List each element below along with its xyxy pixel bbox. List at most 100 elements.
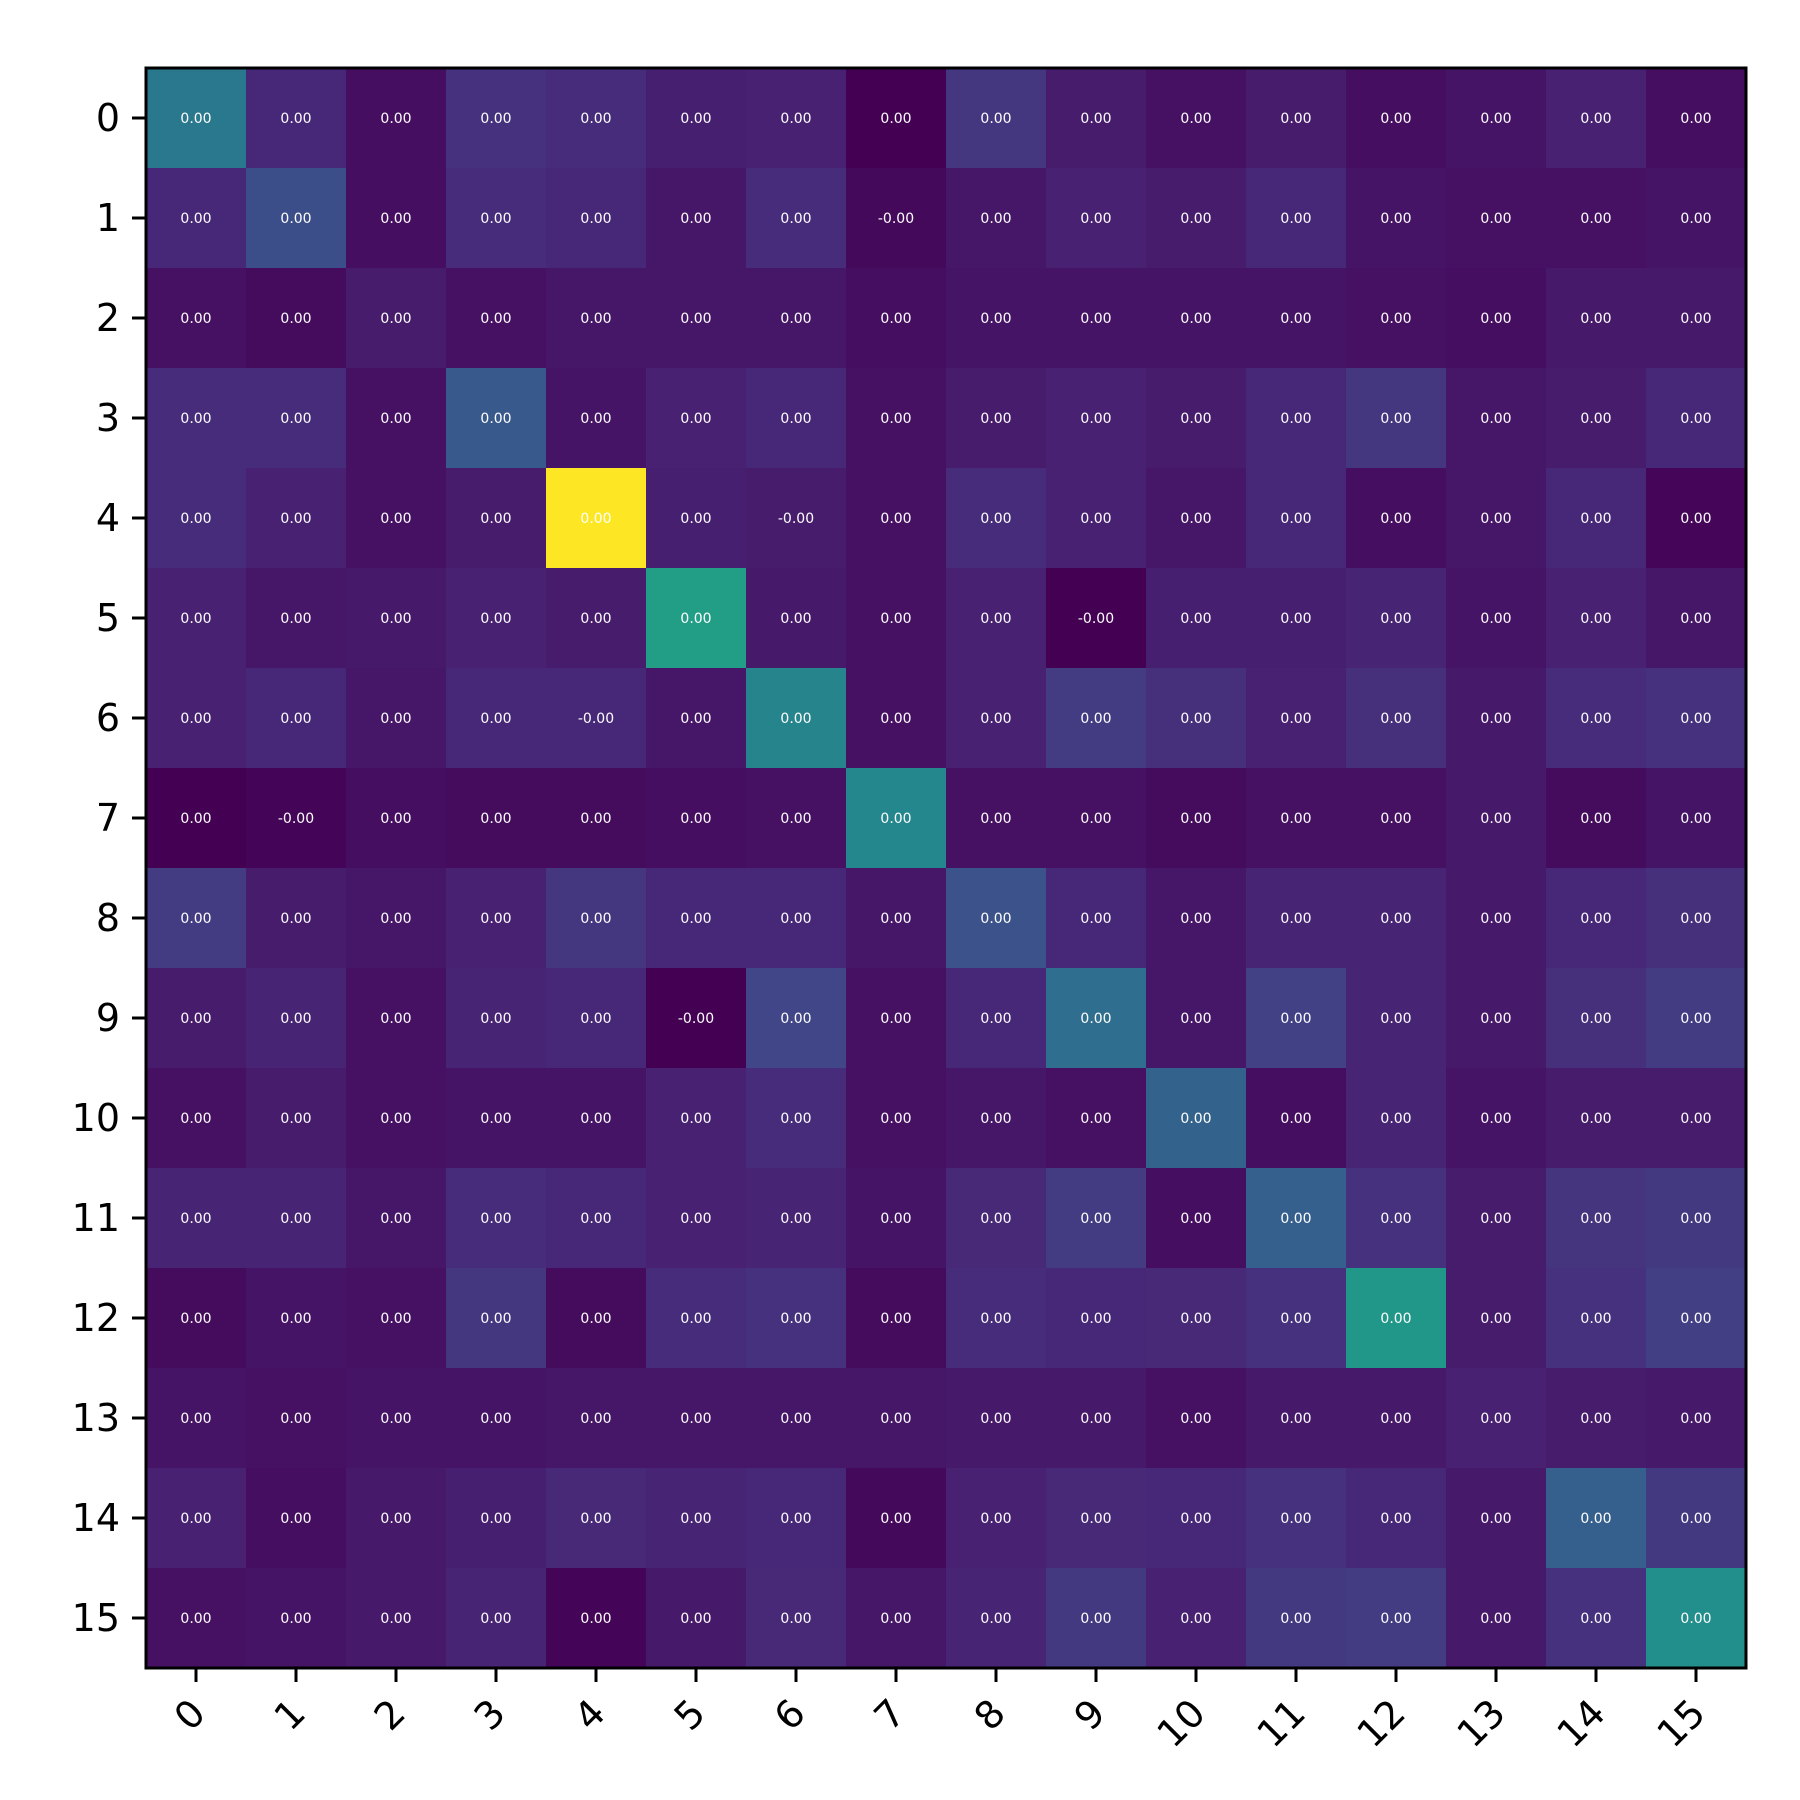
cell-value-label: 0.00 bbox=[580, 611, 611, 627]
heatmap-cell bbox=[546, 1468, 647, 1569]
cell-value-label: 0.00 bbox=[880, 1111, 911, 1127]
heatmap-cell bbox=[246, 668, 347, 769]
heatmap-cell bbox=[1146, 1568, 1247, 1669]
cell-value-label: 0.00 bbox=[580, 1111, 611, 1127]
cell-value-label: 0.00 bbox=[980, 1011, 1011, 1027]
cell-value-label: 0.00 bbox=[1480, 211, 1511, 227]
cell-value-label: 0.00 bbox=[380, 1211, 411, 1227]
cell-value-label: 0.00 bbox=[580, 1211, 611, 1227]
heatmap-cell bbox=[346, 1468, 447, 1569]
cell-value-label: 0.00 bbox=[1380, 411, 1411, 427]
cell-value-label: 0.00 bbox=[880, 1011, 911, 1027]
heatmap-cell bbox=[1046, 468, 1147, 569]
cell-value-label: 0.00 bbox=[580, 1011, 611, 1027]
heatmap-cell bbox=[646, 168, 747, 269]
cell-value-label: 0.00 bbox=[1280, 1311, 1311, 1327]
cell-value-label: 0.00 bbox=[680, 1111, 711, 1127]
cell-value-label: 0.00 bbox=[280, 1311, 311, 1327]
heatmap-cell bbox=[946, 1168, 1047, 1269]
cell-value-label: 0.00 bbox=[880, 1211, 911, 1227]
heatmap-cell bbox=[546, 68, 647, 169]
heatmap-cell bbox=[1646, 768, 1747, 869]
heatmap-cell bbox=[1546, 368, 1647, 469]
heatmap-cell bbox=[346, 268, 447, 369]
x-tick-label: 3 bbox=[466, 1691, 514, 1739]
heatmap-cell bbox=[1046, 968, 1147, 1069]
heatmap-cell bbox=[746, 668, 847, 769]
heatmap-cell bbox=[946, 868, 1047, 969]
heatmap-cell bbox=[1146, 668, 1247, 769]
heatmap-cell bbox=[646, 968, 747, 1069]
heatmap-cell bbox=[146, 468, 247, 569]
x-tick-label: 6 bbox=[766, 1691, 814, 1739]
cell-value-label: 0.00 bbox=[980, 1511, 1011, 1527]
heatmap-cell bbox=[446, 68, 547, 169]
heatmap-cell bbox=[1046, 1068, 1147, 1169]
heatmap-cell bbox=[746, 568, 847, 669]
x-tick-label: 7 bbox=[866, 1691, 914, 1739]
y-tick-label: 6 bbox=[96, 696, 120, 740]
cell-value-label: 0.00 bbox=[280, 311, 311, 327]
heatmap-cell bbox=[846, 1268, 947, 1369]
cell-value-label: 0.00 bbox=[180, 1611, 211, 1627]
cell-value-label: 0.00 bbox=[680, 811, 711, 827]
cell-value-label: 0.00 bbox=[280, 1011, 311, 1027]
cell-value-label: 0.00 bbox=[1380, 511, 1411, 527]
heatmap-cell bbox=[1046, 1568, 1147, 1669]
heatmap-cell bbox=[1546, 968, 1647, 1069]
heatmap-cell bbox=[1146, 868, 1247, 969]
cell-value-label: 0.00 bbox=[880, 311, 911, 327]
y-tick-label: 12 bbox=[72, 1296, 120, 1340]
cell-value-label: 0.00 bbox=[1480, 1211, 1511, 1227]
heatmap-cell bbox=[1246, 268, 1347, 369]
heatmap-cell bbox=[1446, 1168, 1547, 1269]
cell-value-label: 0.00 bbox=[580, 1411, 611, 1427]
heatmap-cell bbox=[1546, 1168, 1647, 1269]
heatmap-cell bbox=[1346, 168, 1447, 269]
heatmap-cell bbox=[246, 1568, 347, 1669]
cell-value-label: -0.00 bbox=[278, 811, 314, 827]
cell-value-label: 0.00 bbox=[480, 511, 511, 527]
heatmap-cell bbox=[646, 1268, 747, 1369]
heatmap-cell bbox=[246, 368, 347, 469]
heatmap-cell bbox=[446, 1068, 547, 1169]
heatmap-cell bbox=[746, 468, 847, 569]
cell-value-label: 0.00 bbox=[1680, 1011, 1711, 1027]
heatmap-cell bbox=[1246, 1168, 1347, 1269]
cell-value-label: 0.00 bbox=[980, 211, 1011, 227]
cell-value-label: 0.00 bbox=[1380, 611, 1411, 627]
cell-value-label: 0.00 bbox=[680, 911, 711, 927]
cell-value-label: 0.00 bbox=[980, 511, 1011, 527]
cell-value-label: 0.00 bbox=[1180, 1111, 1211, 1127]
cell-value-label: -0.00 bbox=[678, 1011, 714, 1027]
cell-value-label: 0.00 bbox=[1580, 611, 1611, 627]
heatmap-cell bbox=[1146, 768, 1247, 869]
cell-value-label: 0.00 bbox=[980, 411, 1011, 427]
cell-value-label: 0.00 bbox=[1080, 911, 1111, 927]
y-tick-label: 14 bbox=[72, 1496, 120, 1540]
cell-value-label: 0.00 bbox=[180, 1011, 211, 1027]
cell-value-label: 0.00 bbox=[380, 1111, 411, 1127]
heatmap-cell bbox=[1346, 1368, 1447, 1469]
cell-value-label: 0.00 bbox=[480, 1111, 511, 1127]
heatmap-cell bbox=[146, 1568, 247, 1669]
cell-value-label: 0.00 bbox=[1580, 1611, 1611, 1627]
heatmap-cell bbox=[246, 1268, 347, 1369]
heatmap-cell bbox=[646, 668, 747, 769]
heatmap-cell bbox=[846, 1068, 947, 1169]
cell-value-label: 0.00 bbox=[1580, 1211, 1611, 1227]
heatmap-cell bbox=[346, 768, 447, 869]
cell-value-label: 0.00 bbox=[1280, 411, 1311, 427]
heatmap-cell bbox=[946, 668, 1047, 769]
cell-value-label: -0.00 bbox=[578, 711, 614, 727]
cell-value-label: 0.00 bbox=[480, 1411, 511, 1427]
cell-value-label: 0.00 bbox=[1580, 1411, 1611, 1427]
cell-value-label: 0.00 bbox=[580, 1311, 611, 1327]
heatmap-cell bbox=[1446, 268, 1547, 369]
cell-value-label: 0.00 bbox=[1380, 1011, 1411, 1027]
cell-value-label: 0.00 bbox=[1480, 111, 1511, 127]
cell-value-label: 0.00 bbox=[1180, 911, 1211, 927]
cell-value-label: 0.00 bbox=[380, 411, 411, 427]
heatmap-cell bbox=[1546, 668, 1647, 769]
